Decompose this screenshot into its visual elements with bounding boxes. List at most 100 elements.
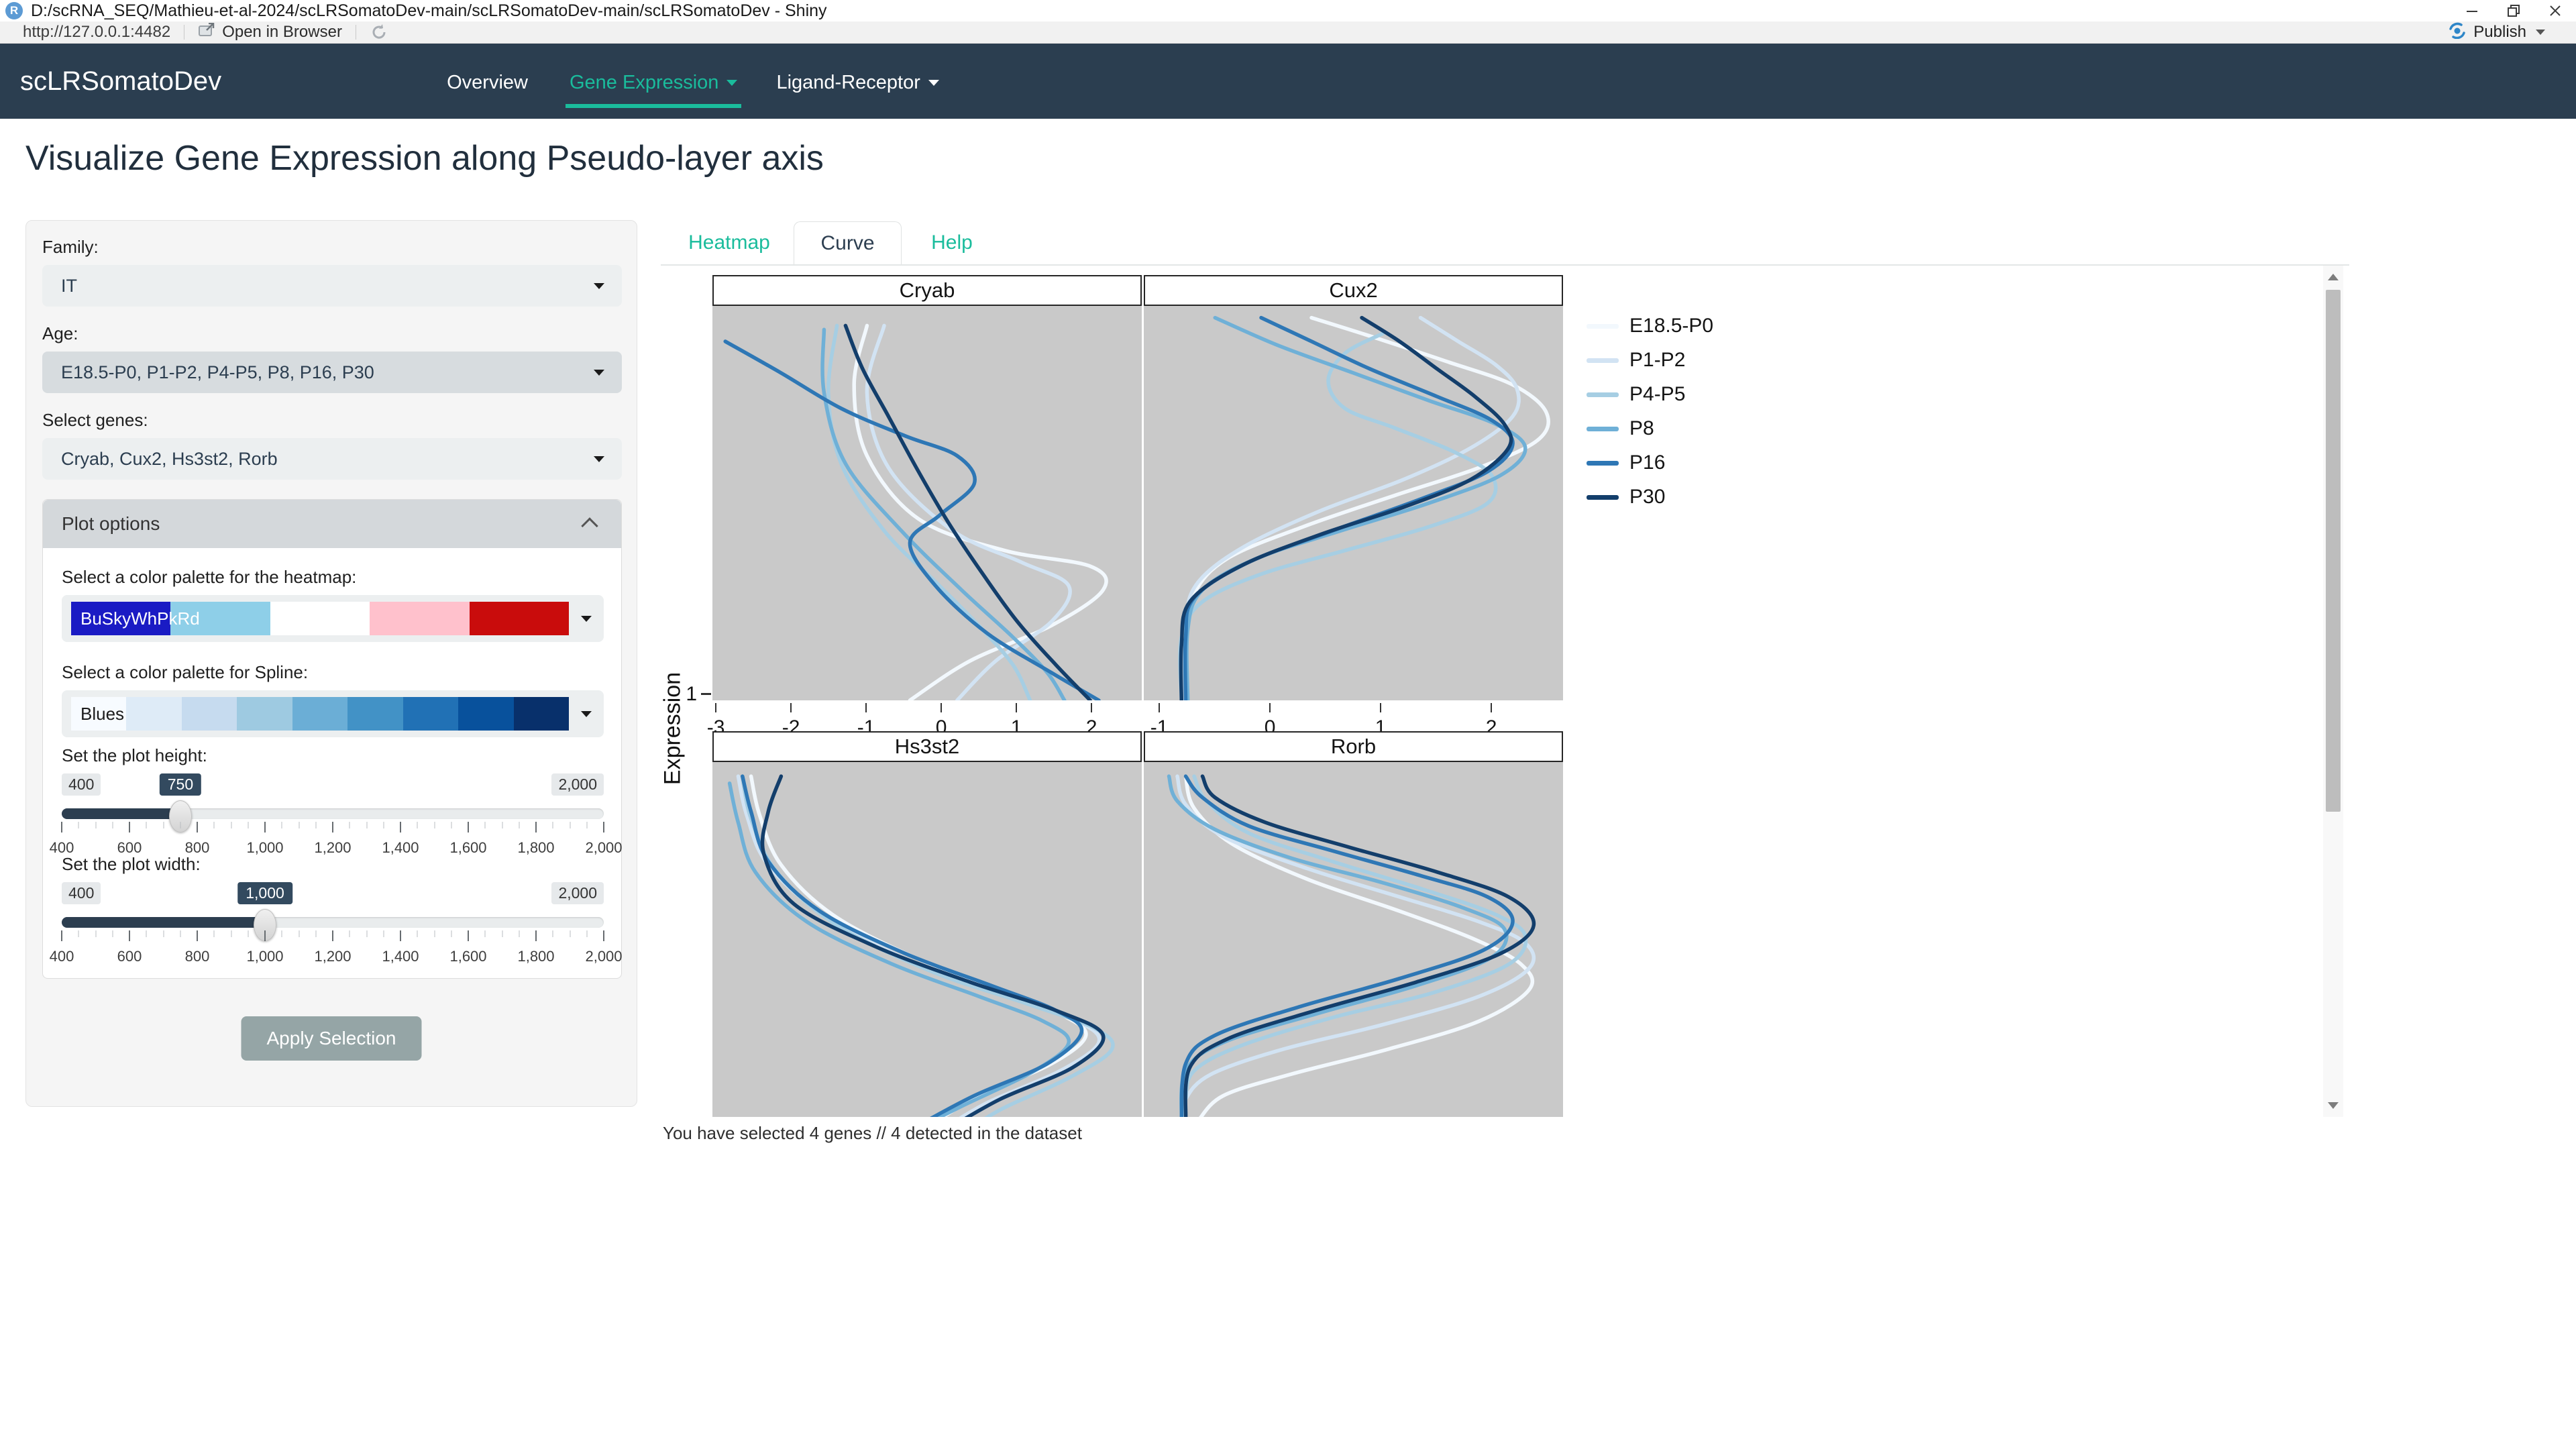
facet-panel-hs3st2	[712, 762, 1142, 1117]
family-select[interactable]: IT	[42, 265, 622, 307]
plot-options-header[interactable]: Plot options	[43, 500, 621, 548]
plot-width-slider[interactable]: 400 2,000 1,000 400 600 800 1,000 1,200 1,400…	[50, 882, 623, 966]
curve-P8	[1169, 776, 1507, 1117]
facet-strip-rorb: Rorb	[1144, 731, 1563, 762]
close-button[interactable]	[2534, 0, 2576, 21]
curve-E18.5-P0	[751, 776, 1086, 1117]
x-axis-tick-mark	[1269, 703, 1271, 712]
window-titlebar: R D:/scRNA_SEQ/Mathieu-et-al-2024/scLRSo…	[0, 0, 2576, 21]
legend-label: P30	[1629, 486, 1666, 508]
chevron-down-icon	[594, 370, 604, 376]
slider-filled-bar	[62, 808, 180, 819]
tabbar-underline	[661, 264, 2349, 266]
chevron-down-icon	[594, 283, 604, 289]
nav-item-overview[interactable]: Overview	[447, 44, 528, 119]
legend-line-swatch	[1587, 392, 1619, 397]
chevron-down-icon	[727, 79, 738, 86]
tab-curve[interactable]: Curve	[794, 221, 902, 264]
open-in-browser-label: Open in Browser	[222, 23, 342, 41]
x-axis-tick-mark	[865, 703, 867, 712]
facet-panel-cryab	[712, 306, 1142, 700]
slider-max-label: 2,000	[551, 773, 604, 796]
open-in-browser-button[interactable]: Open in Browser	[198, 22, 342, 42]
tab-heatmap[interactable]: Heatmap	[688, 231, 770, 254]
facet-panel-cux2	[1144, 306, 1563, 700]
tab-help[interactable]: Help	[931, 231, 973, 254]
nav-label: Overview	[447, 71, 528, 93]
slider-tick-label: 600	[117, 839, 142, 856]
restore-button[interactable]	[2493, 0, 2534, 21]
slider-tick-label: 400	[49, 839, 74, 856]
facet-strip-cryab: Cryab	[712, 275, 1142, 306]
legend-label: P1-P2	[1629, 349, 1686, 371]
y-axis-tick-mark	[701, 693, 711, 695]
x-axis-tick-mark	[941, 703, 943, 712]
chevron-down-icon	[581, 616, 592, 622]
slider-tick-label: 1,200	[314, 948, 352, 965]
plot-height-slider[interactable]: 400 2,000 750 400 600 800 1,000 1,200 1,400 1,…	[50, 773, 623, 857]
slider-filled-bar	[62, 917, 265, 928]
slider-min-label: 400	[62, 773, 101, 796]
spline-palette-select[interactable]: Blues	[62, 690, 604, 737]
app-brand[interactable]: scLRSomatoDev	[20, 66, 222, 96]
curve-P16	[1181, 776, 1513, 1117]
legend-line-swatch	[1587, 460, 1619, 466]
x-axis-tick-mark	[1091, 703, 1093, 712]
curve-plot-output: Expression 1 Cryab -3 -2 -1 0 1 2 Cux2 -1 0 1 2 …	[661, 266, 2322, 1117]
heatmap-palette-select[interactable]: BuSkyWhPkRd	[62, 595, 604, 642]
curve-P8	[730, 784, 1069, 1117]
legend-entry: E18.5-P0	[1587, 315, 1713, 337]
genes-label: Select genes:	[42, 410, 148, 430]
x-axis-tick-mark	[1491, 703, 1493, 712]
slider-tick-label: 600	[117, 948, 142, 965]
age-label: Age:	[42, 323, 78, 343]
facet-panel-rorb	[1144, 762, 1563, 1117]
heatmap-palette-label: Select a color palette for the heatmap:	[62, 567, 357, 587]
facet-strip-hs3st2: Hs3st2	[712, 731, 1142, 762]
refresh-icon[interactable]	[370, 23, 388, 41]
open-in-browser-icon	[198, 22, 215, 42]
slider-value-badge: 750	[159, 773, 202, 796]
scrollbar-thumb[interactable]	[2326, 290, 2341, 812]
vertical-scrollbar[interactable]	[2323, 266, 2343, 1117]
app-url: http://127.0.0.1:4482	[23, 23, 171, 41]
legend-entry: P1-P2	[1587, 349, 1686, 371]
legend-label: P16	[1629, 451, 1666, 474]
shiny-toolbar: http://127.0.0.1:4482 Open in Browser Pu…	[0, 21, 2576, 44]
plot-options-panel: Plot options Select a color palette for …	[42, 499, 623, 979]
legend-line-swatch	[1587, 323, 1619, 329]
legend-entry: P16	[1587, 451, 1666, 474]
genes-select[interactable]: Cryab, Cux2, Hs3st2, Rorb	[42, 438, 622, 480]
active-nav-underline	[565, 104, 742, 108]
slider-grid: 400 600 800 1,000 1,200 1,400 1,600 1,800 2,000	[50, 930, 623, 965]
slider-tick-label: 1,400	[382, 948, 419, 965]
minimize-button[interactable]	[2451, 0, 2493, 21]
publish-button[interactable]: Publish	[2448, 21, 2545, 44]
legend-label: P8	[1629, 417, 1654, 439]
family-label: Family:	[42, 237, 99, 257]
slider-tick-label: 800	[184, 839, 210, 856]
scroll-up-arrow-icon[interactable]	[2328, 274, 2339, 280]
slider-tick-label: 800	[184, 948, 210, 965]
legend-line-swatch	[1587, 426, 1619, 431]
slider-track[interactable]	[62, 808, 604, 819]
plot-options-title: Plot options	[62, 513, 160, 534]
nav-item-gene-expression[interactable]: Gene Expression	[565, 44, 742, 119]
slider-tick-label: 1,000	[246, 839, 284, 856]
publish-label: Publish	[2473, 23, 2526, 41]
curve-P16	[743, 776, 1082, 1117]
page-title: Visualize Gene Expression along Pseudo-l…	[25, 139, 824, 178]
slider-value-badge: 1,000	[237, 882, 292, 904]
scroll-down-arrow-icon[interactable]	[2328, 1102, 2339, 1109]
slider-tick-label: 1,600	[449, 839, 487, 856]
spline-palette-swatch	[71, 697, 569, 731]
curve-P4-P5	[1185, 776, 1526, 1117]
nav-item-ligand-receptor[interactable]: Ligand-Receptor	[776, 44, 939, 119]
curve-P4-P5	[828, 325, 1030, 700]
plot-height-label: Set the plot height:	[62, 745, 207, 765]
sidebar-panel: Family: IT Age: E18.5-P0, P1-P2, P4-P5, …	[25, 220, 637, 1107]
apply-selection-button[interactable]: Apply Selection	[241, 1016, 422, 1061]
slider-tick-label: 1,000	[246, 948, 284, 965]
slider-tick-label: 1,200	[314, 839, 352, 856]
age-select[interactable]: E18.5-P0, P1-P2, P4-P5, P8, P16, P30	[42, 352, 622, 393]
